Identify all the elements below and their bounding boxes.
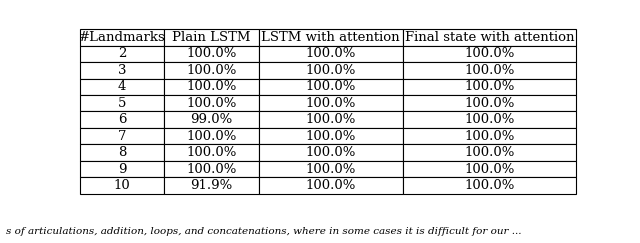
Text: s of articulations, addition, loops, and concatenations, where in some cases it : s of articulations, addition, loops, and… [6,227,522,236]
